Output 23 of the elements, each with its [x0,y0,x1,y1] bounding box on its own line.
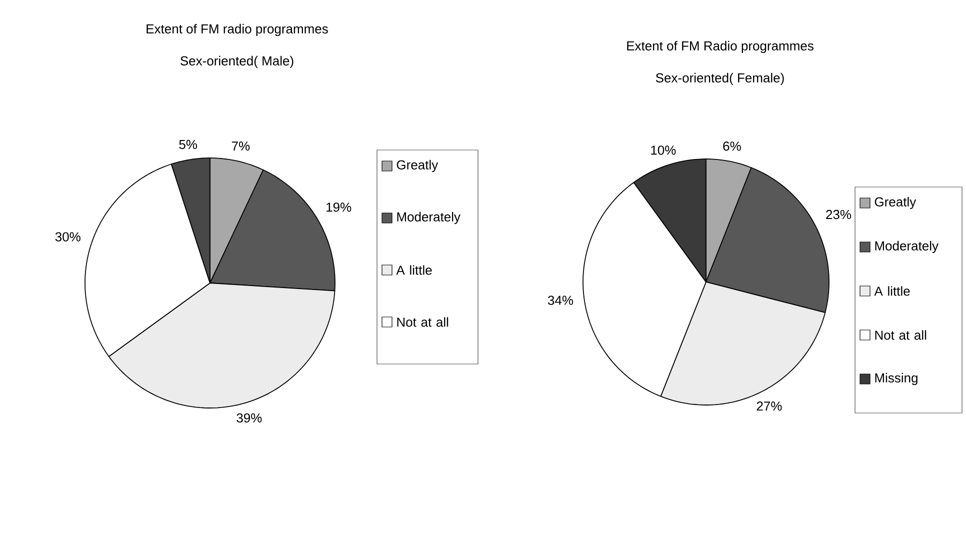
legend-label: A little [874,286,910,296]
chart-title: Extent of FM radio programmes [146,24,328,36]
legend-label: Greatly [874,196,916,210]
data-label: 7% [232,142,250,151]
legend-label: Missing [875,372,918,386]
data-label: 27% [756,401,782,411]
data-label: 5% [179,140,198,150]
data-label: 34% [548,296,574,305]
chart-subtitle: Sex-oriented( Female) [656,72,784,86]
legend-label: Not at all [397,317,448,327]
data-label: 30% [55,232,80,242]
legend-label: Greatly [396,160,438,172]
legend-label: Moderately [397,212,460,224]
legend-label: A little [396,265,432,275]
data-label: 6% [723,142,741,151]
chart-title: Extent of FM Radio programmes [627,40,814,54]
legend-label: Not at all [875,330,926,340]
data-label: 23% [826,210,852,220]
legend-label: Moderately [875,240,938,254]
data-label: 19% [326,202,352,212]
chart-subtitle: Sex-oriented( Male) [180,56,294,68]
data-label: 10% [651,146,676,155]
data-label: 39% [236,413,262,423]
